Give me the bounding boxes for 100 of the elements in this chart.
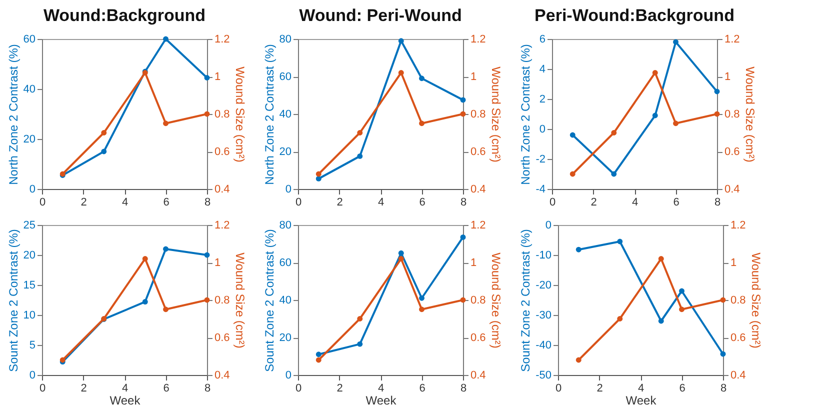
y2-axis-title: Wound Size (cm²) (232, 66, 247, 162)
y2-tick-label: 1.2 (730, 220, 746, 232)
y2-axis-title: Wound Size (cm²) (748, 252, 763, 348)
y2-tick-label: 0.8 (214, 108, 230, 120)
y-tick-label: -4 (536, 184, 546, 196)
y2-tick-label: 0.4 (214, 370, 230, 382)
point (460, 111, 466, 117)
y-tick-label: 0 (29, 184, 36, 196)
y2-tick-label: 1.2 (214, 220, 230, 232)
y-tick-label: 15 (23, 280, 36, 292)
point (617, 316, 623, 322)
y2-tick-label: 1.2 (470, 220, 486, 232)
y2-tick-label: 1.2 (470, 34, 486, 46)
point (679, 288, 684, 294)
point (576, 246, 582, 252)
point (398, 38, 404, 44)
point (611, 171, 617, 177)
point (720, 351, 726, 357)
x-tick-label: 6 (419, 382, 426, 394)
x-tick-label: 6 (163, 382, 170, 394)
x-tick-label: 6 (419, 196, 426, 208)
point (163, 36, 168, 42)
y-tick-label: 0 (285, 184, 292, 196)
point (163, 120, 168, 126)
y2-tick-label: 0.8 (470, 108, 486, 120)
x-tick-label: 8 (460, 382, 467, 394)
x-tick-label: 2 (80, 196, 87, 208)
y2-tick-label: 0.6 (470, 332, 486, 344)
x-tick-label: 4 (122, 196, 128, 208)
y-tick-label: -50 (536, 370, 552, 382)
point (419, 306, 424, 312)
x-tick-label: 2 (336, 196, 343, 208)
point (714, 88, 720, 94)
y-tick-label: 0 (285, 370, 292, 382)
y-tick-label: 6 (539, 34, 546, 46)
point (357, 130, 363, 136)
y-tick-label: 40 (279, 108, 292, 120)
point (576, 357, 582, 363)
y2-axis-title: Wound Size (cm²) (742, 66, 757, 162)
y-tick-label: 60 (279, 257, 292, 269)
y-tick-label: 4 (539, 64, 546, 76)
point (679, 306, 684, 312)
y-tick-label: 60 (23, 34, 36, 46)
point (101, 130, 107, 136)
chart-title: Wound:Background (43, 6, 206, 25)
x-tick-label: 2 (590, 196, 597, 208)
x-tick-label: 2 (596, 382, 603, 394)
point (142, 256, 148, 262)
y2-tick-label: 0.6 (724, 146, 740, 158)
point (419, 76, 424, 82)
y-axis-title: North Zone 2 Contrast (%) (262, 44, 276, 185)
point (142, 299, 148, 305)
point (316, 176, 322, 182)
y-tick-label: 40 (23, 84, 36, 96)
chart-title: Peri-Wound:Background (534, 6, 734, 25)
y-tick-label: 2 (539, 94, 546, 106)
point (316, 171, 322, 177)
point (357, 153, 363, 159)
x-tick-label: 8 (714, 196, 721, 208)
point (419, 295, 424, 301)
point (398, 256, 404, 262)
x-tick-label: 4 (632, 196, 638, 208)
y-axis-title: Sount Zone 2 Contrast (%) (262, 229, 276, 372)
y-tick-label: 20 (279, 146, 292, 158)
x-tick-label: 4 (378, 196, 384, 208)
point (673, 120, 678, 126)
y2-tick-label: 1 (730, 257, 737, 269)
point (419, 120, 424, 126)
y2-tick-label: 1 (214, 257, 221, 269)
y-tick-label: 0 (545, 220, 552, 232)
y2-tick-label: 0.4 (724, 184, 740, 196)
point (460, 234, 466, 240)
y2-tick-label: 0.8 (730, 294, 746, 306)
point (658, 318, 664, 324)
point (652, 112, 658, 118)
y2-tick-label: 0.6 (470, 146, 486, 158)
point (570, 132, 576, 138)
point (460, 297, 466, 303)
x-tick-label: 0 (555, 382, 562, 394)
y-axis-title: North Zone 2 Contrast (%) (6, 44, 20, 185)
point (163, 246, 168, 252)
y2-tick-label: 1.2 (724, 34, 740, 46)
point (316, 352, 322, 358)
x-tick-label: 8 (204, 382, 211, 394)
x-tick-label: 6 (673, 196, 680, 208)
x-tick-label: 6 (679, 382, 686, 394)
point (204, 252, 210, 258)
point (204, 75, 210, 80)
y2-tick-label: 0.8 (470, 294, 486, 306)
y2-axis-title: Wound Size (cm²) (232, 252, 247, 348)
y2-tick-label: 1 (470, 257, 477, 269)
x-axis-title: Week (626, 394, 658, 408)
y2-tick-label: 0.6 (730, 332, 746, 344)
x-tick-label: 0 (39, 382, 46, 394)
x-tick-label: 0 (295, 196, 302, 208)
chart-title: Wound: Peri-Wound (299, 6, 462, 25)
y2-tick-label: 0.6 (214, 332, 230, 344)
y2-tick-label: 0.4 (470, 184, 486, 196)
y-tick-label: 20 (279, 332, 292, 344)
point (617, 238, 623, 244)
